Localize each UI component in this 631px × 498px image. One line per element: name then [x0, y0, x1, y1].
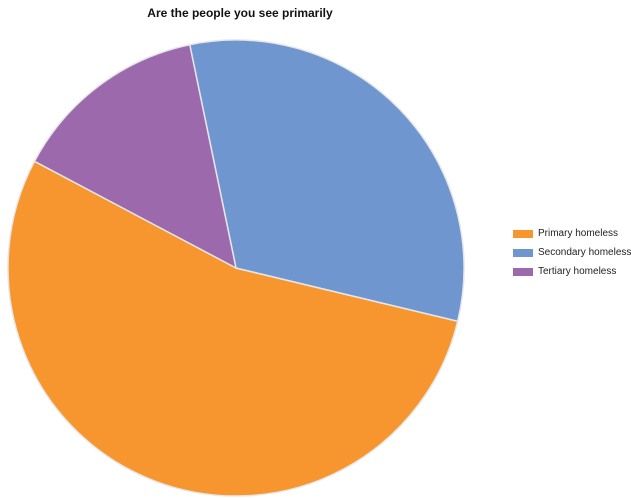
- legend-swatch: [513, 267, 533, 276]
- legend-item-primary-homeless: Primary homeless: [513, 224, 631, 243]
- legend-item-tertiary-homeless: Tertiary homeless: [513, 262, 631, 281]
- legend-label: Tertiary homeless: [538, 266, 617, 277]
- pie-slices: [7, 39, 465, 497]
- legend-label: Primary homeless: [538, 228, 619, 239]
- chart-title: Are the people you see primarily: [147, 6, 333, 20]
- legend-swatch: [513, 248, 533, 257]
- legend: Primary homeless Secondary homeless Tert…: [513, 224, 631, 281]
- legend-item-secondary-homeless: Secondary homeless: [513, 243, 631, 262]
- pie-slice-tertiary-homeless: [33, 43, 238, 270]
- pie-slice-secondary-homeless: [188, 39, 465, 323]
- legend-swatch: [513, 229, 533, 238]
- legend-label: Secondary homeless: [538, 247, 631, 258]
- pie-slice-primary-homeless: [7, 160, 459, 497]
